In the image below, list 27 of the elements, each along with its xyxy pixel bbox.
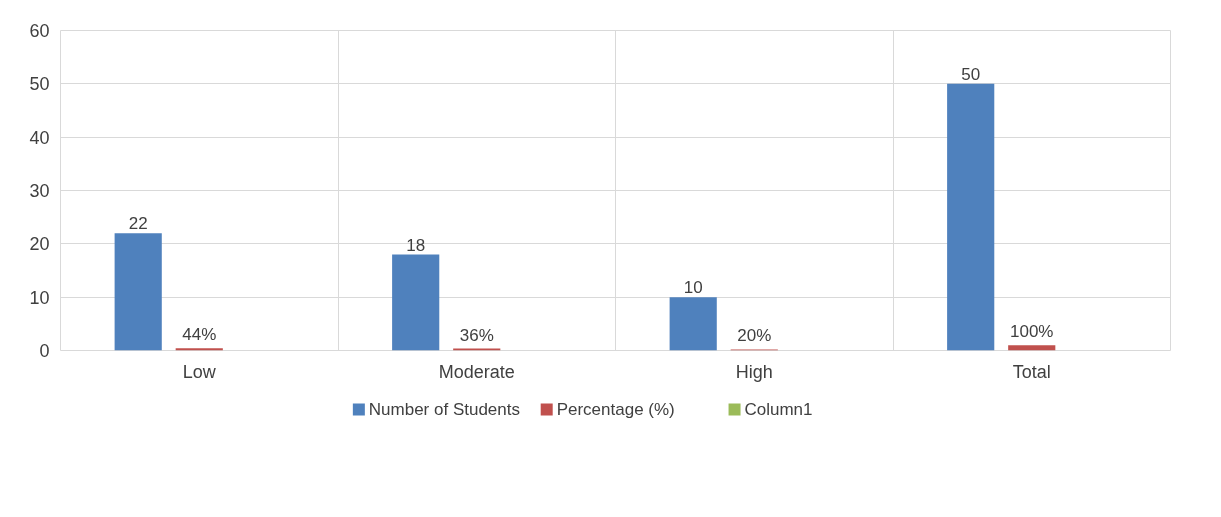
legend-label: Number of Students (368, 400, 520, 419)
legend-label: Percentage (%) (556, 400, 675, 419)
bar (392, 254, 440, 351)
bar (1008, 345, 1056, 351)
x-tick-label: Moderate (438, 361, 515, 382)
y-tick-label: 40 (29, 127, 50, 148)
bar (114, 233, 162, 351)
data-label: 22 (128, 214, 148, 234)
data-label: 36% (459, 325, 494, 345)
legend-label: Column1 (744, 400, 813, 419)
x-tick-label: High (735, 361, 773, 382)
y-tick-label: 30 (29, 181, 50, 201)
data-label: 18 (406, 235, 426, 255)
x-tick-label: Total (1012, 361, 1051, 382)
y-tick-label: 20 (29, 234, 50, 255)
data-label: 10 (683, 278, 703, 298)
y-tick-label: 50 (29, 74, 50, 95)
data-label: 20% (737, 326, 772, 346)
x-tick-label: Low (182, 361, 217, 382)
y-tick-label: 0 (39, 341, 50, 361)
data-label: 44% (182, 325, 217, 345)
bar (947, 83, 995, 351)
data-label: 50 (961, 64, 981, 84)
y-tick-label: 60 (29, 21, 50, 41)
y-tick-label: 10 (29, 287, 50, 308)
data-label: 100% (1010, 322, 1054, 342)
bar (669, 297, 717, 351)
